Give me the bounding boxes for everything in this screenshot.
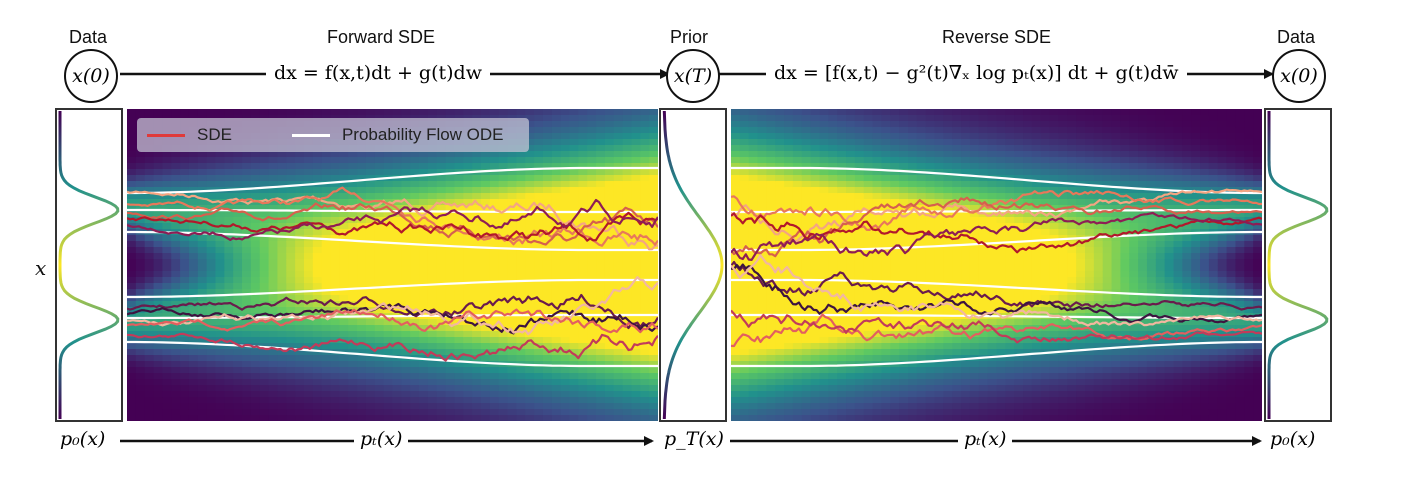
density-curve-data-left (58, 111, 120, 419)
x-axis-label: x (35, 256, 47, 280)
legend-ode-swatch (291, 133, 330, 137)
reverse-equation: dx = [f(x,t) − g²(t)∇ₓ log pₜ(x)] dt + g… (766, 62, 1187, 84)
node-xT: x(T) (666, 49, 720, 103)
header-data-right: Data (1277, 27, 1316, 47)
label-p0-right: p₀(x) (1264, 428, 1322, 450)
legend-sde-swatch (147, 133, 185, 137)
density-curve-prior (662, 110, 724, 420)
header-reverse-sde: Reverse SDE (942, 27, 1052, 47)
node-x0-right: x(0) (1272, 49, 1326, 103)
reverse-heatmap-panel (731, 109, 1262, 421)
header-data-left: Data (69, 27, 108, 47)
label-pt-left: pₜ(x) (354, 428, 409, 450)
density-box-data-left (55, 108, 123, 422)
forward-heatmap-panel (127, 109, 658, 421)
legend-ode-label: Probability Flow ODE (341, 125, 504, 144)
node-x0-left: x(0) (64, 49, 118, 103)
legend-sde-label: SDE (197, 125, 232, 144)
legend: SDE Probability Flow ODE (137, 118, 529, 152)
density-curve-data-right (1267, 111, 1329, 419)
forward-equation: dx = f(x,t)dt + g(t)dw (266, 62, 490, 84)
label-pt-right: pₜ(x) (958, 428, 1013, 450)
label-p0-left: p₀(x) (54, 428, 112, 450)
header-prior: Prior (670, 27, 709, 47)
density-box-data-right (1264, 108, 1332, 422)
label-pT: p_T(x) (658, 428, 730, 450)
header-forward-sde: Forward SDE (327, 27, 436, 47)
